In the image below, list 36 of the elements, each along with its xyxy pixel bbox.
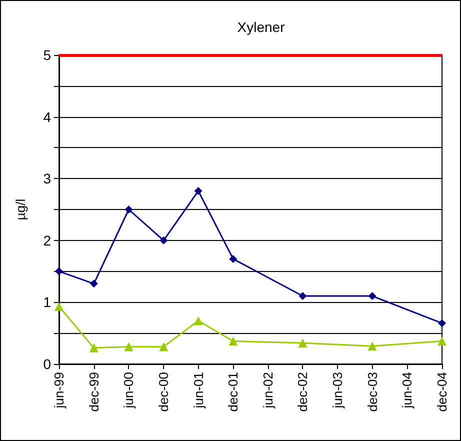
point [368, 292, 376, 300]
x-tick-label: dec-99 [86, 372, 102, 412]
point [298, 292, 307, 300]
x-tick-label: jun-99 [52, 372, 66, 410]
point [298, 338, 308, 348]
x-tick-label: dec-04 [434, 372, 450, 412]
y-axis-title: µg/l [13, 198, 28, 220]
x-tick-label: dec-03 [364, 372, 380, 412]
point [194, 316, 203, 326]
point [368, 342, 377, 351]
y-tick-label: 5 [43, 47, 52, 63]
point [229, 254, 238, 263]
point [438, 319, 446, 328]
point [228, 336, 238, 346]
point [160, 236, 168, 244]
x-tick-label: jun-01 [190, 372, 206, 410]
point [89, 343, 98, 352]
y-tick-label: 2 [43, 232, 52, 248]
point [90, 280, 98, 288]
x-tick-label: dec-00 [156, 372, 172, 412]
y-tick-label: 0 [43, 356, 52, 372]
x-tick-label: dec-02 [295, 372, 310, 412]
chart-title: Xylener [237, 19, 286, 35]
x-tick-label: jun-02 [260, 372, 276, 410]
y-tick-label: 4 [43, 108, 52, 125]
x-tick-label: jun-03 [330, 372, 345, 410]
point [194, 186, 202, 195]
x-tick-label: dec-01 [226, 372, 241, 412]
point [438, 336, 446, 346]
point [124, 342, 134, 352]
x-tick-label: jun-00 [121, 372, 136, 410]
y-tick-label: 1 [43, 294, 52, 310]
x-tick-label: jun-04 [400, 372, 415, 410]
y-tick-label: 3 [43, 170, 52, 187]
point [124, 206, 133, 214]
point [159, 342, 168, 352]
